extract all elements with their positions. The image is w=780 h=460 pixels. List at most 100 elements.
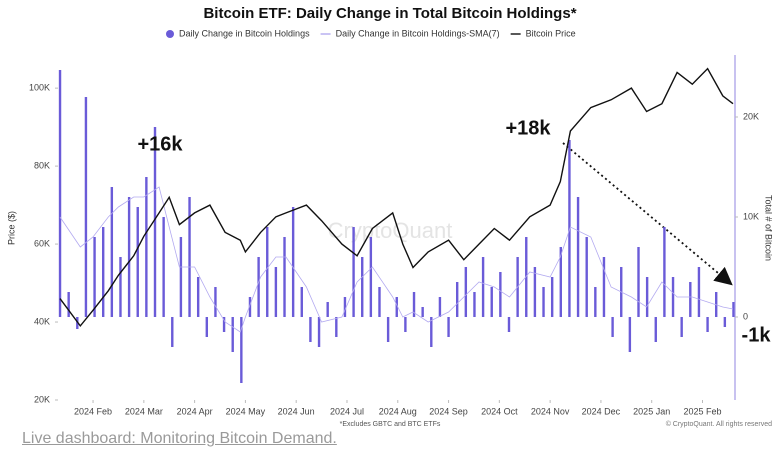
bar <box>421 307 424 317</box>
bar <box>58 70 62 317</box>
bar <box>585 237 588 317</box>
bar <box>335 317 338 337</box>
bar <box>533 267 537 317</box>
bar <box>550 277 554 317</box>
bar <box>274 267 278 317</box>
y2-axis-title: Total # of Bitcoin <box>764 195 774 261</box>
x-tick-label: 2024 May <box>226 406 266 416</box>
bar <box>171 317 174 347</box>
bar <box>663 227 666 317</box>
annotation: -1k <box>742 324 772 346</box>
legend-label: Daily Change in Bitcoin Holdings-SMA(7) <box>336 28 500 38</box>
bar <box>326 302 329 317</box>
bar <box>628 317 632 352</box>
x-tick-label: 2024 Jun <box>278 406 315 416</box>
legend-label: Daily Change in Bitcoin Holdings <box>179 28 310 38</box>
bar <box>404 317 407 332</box>
bar <box>343 297 347 317</box>
bar <box>283 237 286 317</box>
bar <box>291 207 295 317</box>
x-tick-label: 2025 Jan <box>633 406 670 416</box>
x-tick-label: 2025 Feb <box>683 406 721 416</box>
bar <box>188 197 191 317</box>
bar <box>576 197 580 317</box>
bar <box>499 272 502 317</box>
bar <box>481 257 485 317</box>
bar <box>222 317 226 332</box>
bar <box>93 237 96 317</box>
footnote: *Excludes GBTC and BTC ETFs <box>340 421 441 428</box>
bar <box>300 287 303 317</box>
y-tick-label: 40K <box>34 316 50 326</box>
bar <box>378 287 381 317</box>
bar <box>507 317 511 332</box>
bar <box>369 237 373 317</box>
bar <box>723 317 727 327</box>
bar <box>317 317 321 347</box>
chart-title: Bitcoin ETF: Daily Change in Total Bitco… <box>203 5 576 22</box>
x-tick-label: 2024 Apr <box>177 406 213 416</box>
legend-label: Bitcoin Price <box>526 28 576 38</box>
bar <box>127 197 131 317</box>
x-tick-label: 2024 Aug <box>379 406 417 416</box>
bar <box>110 187 114 317</box>
x-tick-label: 2024 Oct <box>481 406 518 416</box>
y-tick-label: 60K <box>34 238 50 248</box>
bar <box>145 177 148 317</box>
bar <box>490 287 493 317</box>
x-tick-label: 2024 Dec <box>582 406 621 416</box>
plot-area: 20K 40K 60K 80K 100K 0 10K 20K 2024 Feb 2024 Mar 2… <box>29 67 759 416</box>
bar <box>136 207 139 317</box>
bar <box>455 282 459 317</box>
x-tick-label: 2024 Feb <box>74 406 112 416</box>
bar <box>447 317 450 337</box>
x-tick-label: 2024 Jul <box>330 406 364 416</box>
trend-arrow <box>562 142 733 286</box>
bar <box>153 127 157 317</box>
bar <box>611 317 614 337</box>
bar <box>248 297 252 317</box>
x-tick-label: 2024 Nov <box>531 406 570 416</box>
bar <box>680 317 683 337</box>
bar <box>84 97 88 317</box>
annotation: +18k <box>505 117 551 139</box>
line <box>59 186 734 333</box>
bar <box>473 292 476 317</box>
bar <box>430 317 433 347</box>
bar <box>689 282 692 317</box>
bar <box>464 267 468 317</box>
bar <box>205 317 209 337</box>
copyright: © CryptoQuant. All rights reserved <box>666 420 772 428</box>
bar <box>438 297 442 317</box>
bar <box>119 257 122 317</box>
watermark: CryptoQuant <box>328 218 453 243</box>
x-tick-label: 2024 Mar <box>125 406 163 416</box>
x-tick-label: 2024 Sep <box>429 406 468 416</box>
bar <box>412 292 416 317</box>
bar <box>697 267 701 317</box>
bar <box>706 317 709 332</box>
y2-tick-label: 10K <box>743 211 759 221</box>
bar <box>162 217 165 317</box>
legend-swatch <box>166 30 174 38</box>
bar <box>671 277 675 317</box>
y-tick-label: 80K <box>34 160 50 170</box>
y2-tick-label: 0 <box>743 311 748 321</box>
bar <box>542 287 545 317</box>
y2-tick-label: 20K <box>743 111 759 121</box>
bar <box>602 257 606 317</box>
bar <box>559 247 562 317</box>
y-axis-title: Price ($) <box>6 211 16 245</box>
bar <box>654 317 657 342</box>
bar <box>568 140 571 317</box>
chart: Bitcoin ETF: Daily Change in Total Bitco… <box>6 5 774 428</box>
bar <box>179 237 183 317</box>
bar <box>732 302 735 317</box>
bar <box>352 227 355 317</box>
bar <box>214 287 217 317</box>
bar <box>525 237 528 317</box>
dashboard-link[interactable]: Live dashboard: Monitoring Bitcoin Deman… <box>22 430 337 447</box>
bar <box>637 247 640 317</box>
y-tick-label: 100K <box>29 83 50 93</box>
bar <box>67 292 70 317</box>
